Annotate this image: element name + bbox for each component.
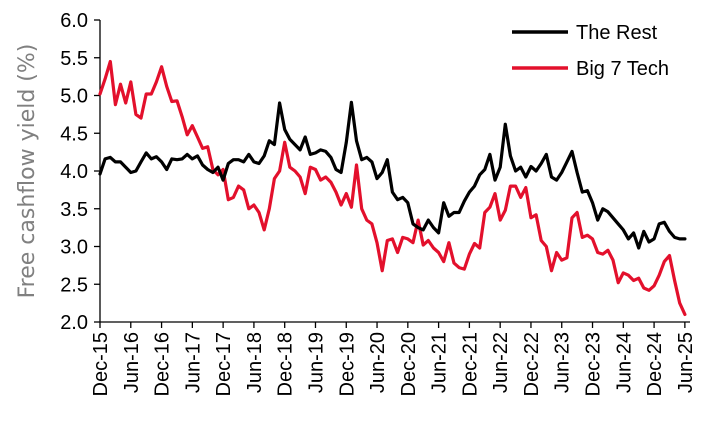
- x-axis: Dec-15 Jun-16 Dec-16 Jun-17 Dec-17 Jun-18 Dec-…: [90, 321, 697, 396]
- x-tick-label: Dec-22: [521, 332, 543, 396]
- x-tick-label: Jun-22: [490, 332, 512, 393]
- y-tick-label: 5.0: [60, 86, 88, 108]
- series-layer: [98, 59, 687, 316]
- y-axis: 2.0 2.5 3.0 3.5 4.0 4.5 5.0 5.5 6.0: [60, 10, 101, 334]
- y-tick-label: 3.5: [60, 199, 88, 221]
- x-tick-label: Dec-17: [213, 332, 235, 396]
- x-tick-label: Jun-20: [367, 332, 389, 393]
- y-tick-label: 5.5: [60, 48, 88, 70]
- x-tick-label: Dec-24: [644, 332, 666, 396]
- x-tick-label: Dec-16: [152, 332, 174, 396]
- x-tick-label: Jun-21: [429, 332, 451, 393]
- y-tick-label: 6.0: [60, 10, 88, 32]
- x-tick-label: Jun-25: [675, 332, 697, 393]
- x-tick-label: Jun-23: [552, 332, 574, 393]
- y-tick-label: 4.5: [60, 123, 88, 145]
- series-line-the-rest: [98, 100, 687, 250]
- series-line-big-7-tech: [98, 59, 687, 316]
- y-tick-label: 2.0: [60, 312, 88, 334]
- legend-label-big-7-tech: Big 7 Tech: [576, 58, 669, 80]
- x-tick-label: Jun-17: [182, 332, 204, 393]
- y-tick-label: 2.5: [60, 274, 88, 296]
- x-tick-label: Dec-20: [398, 332, 420, 396]
- legend-label-the-rest: The Rest: [576, 22, 658, 44]
- y-tick-label: 4.0: [60, 161, 88, 183]
- y-tick-label: 3.0: [60, 237, 88, 259]
- x-tick-label: Jun-18: [244, 332, 266, 393]
- x-tick-label: Jun-19: [305, 332, 327, 393]
- x-tick-label: Dec-15: [90, 332, 112, 396]
- x-tick-label: Jun-24: [613, 332, 635, 393]
- x-tick-label: Dec-18: [275, 332, 297, 396]
- x-tick-label: Jun-16: [121, 332, 143, 393]
- x-tick-label: Dec-23: [583, 332, 605, 396]
- x-tick-label: Dec-21: [459, 332, 481, 396]
- x-tick-label: Dec-19: [336, 332, 358, 396]
- y-axis-label: Free cashflow yield (%): [15, 44, 40, 299]
- legend: The Rest Big 7 Tech: [512, 22, 669, 80]
